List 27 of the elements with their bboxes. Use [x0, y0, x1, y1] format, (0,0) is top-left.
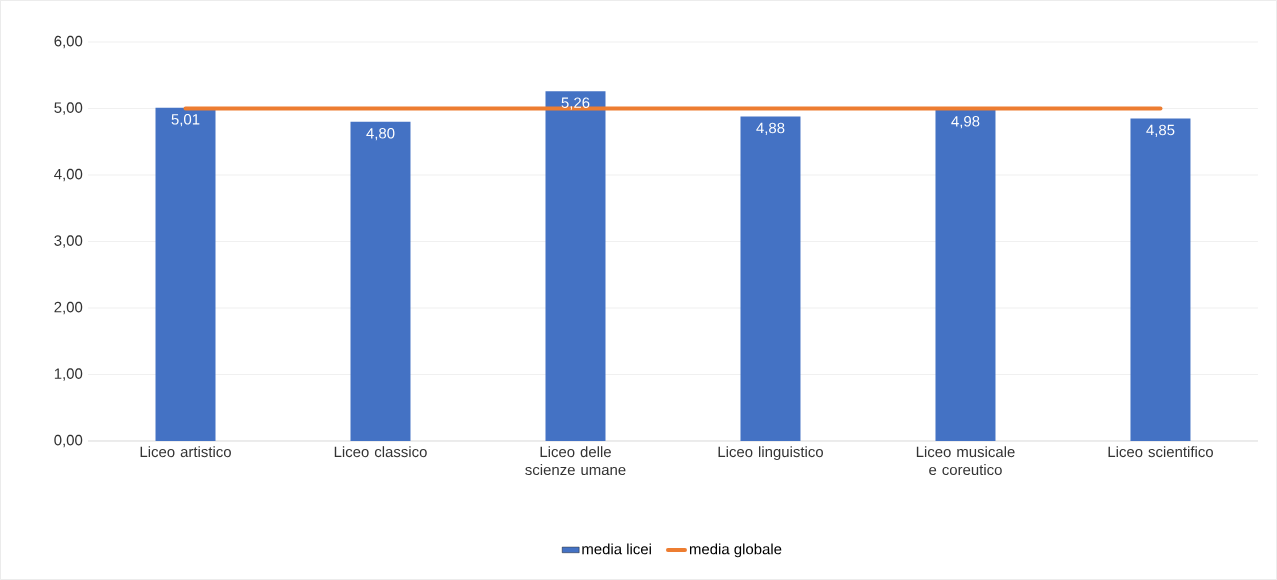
bar	[740, 116, 801, 441]
bar	[545, 91, 606, 441]
x-tick-label: Liceo classico	[334, 446, 427, 458]
x-tick-label: Liceo artistico	[140, 446, 231, 458]
bar	[350, 121, 411, 441]
bar	[935, 109, 996, 441]
y-tick-label: 1,00	[54, 368, 83, 381]
data-label: 4,98	[951, 116, 980, 129]
data-label: 4,85	[1146, 124, 1175, 138]
y-tick-label: 2,00	[54, 301, 83, 315]
x-tick-label: Liceo linguistico	[718, 446, 823, 461]
data-label: 4,88	[756, 122, 785, 136]
data-label: 4,80	[366, 127, 395, 141]
y-tick-label: 6,00	[54, 35, 83, 49]
bar	[1130, 118, 1191, 441]
data-label: 5,01	[171, 114, 200, 127]
legend-label: media licei	[582, 543, 651, 555]
y-tick-label: 3,00	[54, 235, 83, 248]
x-tick-label: Liceo delle scienze umane	[525, 446, 626, 476]
y-tick-label: 5,00	[54, 102, 83, 115]
x-tick-label: Liceo musicale e coreutico	[916, 446, 1015, 476]
y-tick-label: 4,00	[54, 168, 83, 182]
y-tick-label: 0,00	[54, 434, 83, 448]
x-tick-label: Liceo scientifico	[1108, 446, 1213, 458]
bar	[155, 107, 216, 441]
data-label: 5,26	[561, 97, 590, 110]
legend-label: media globale	[689, 543, 782, 558]
